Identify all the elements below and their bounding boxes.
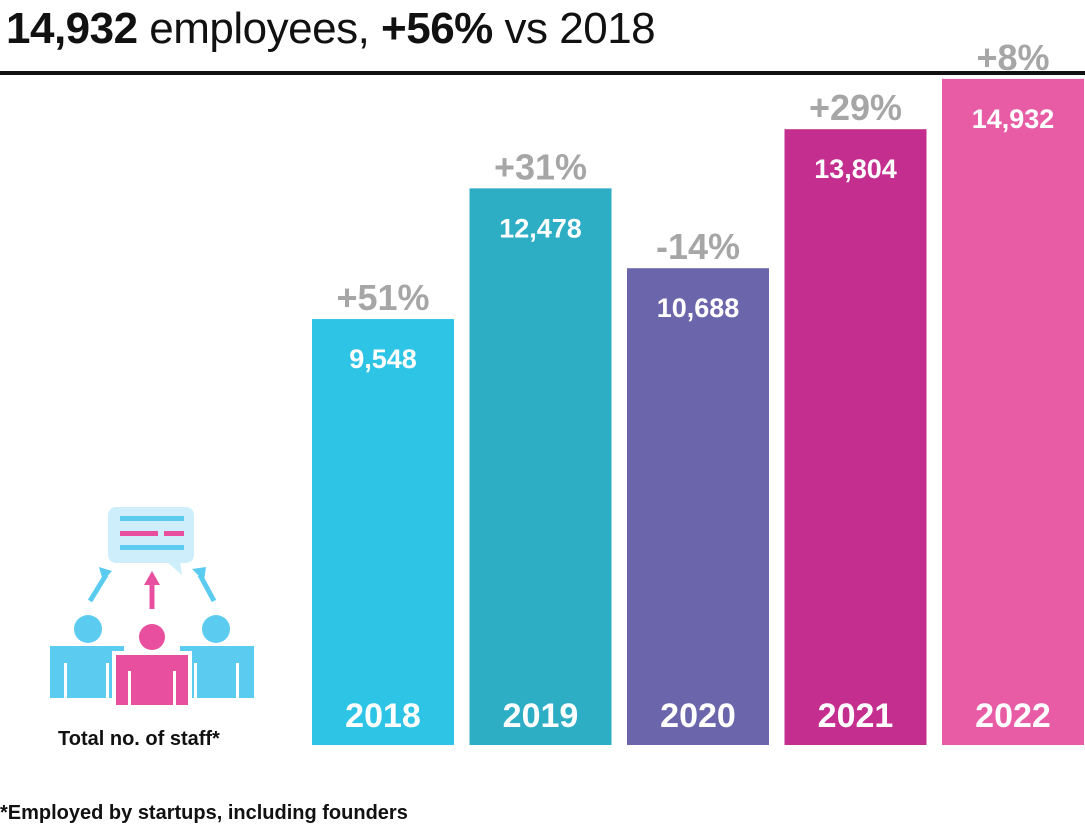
growth-label-2022: +8% [976,37,1049,78]
headline-growth: +56% [381,4,493,53]
headline-rule [0,71,1085,75]
category-label-2021: 2021 [818,697,894,735]
value-label-2020: 10,688 [657,293,740,323]
value-label-2022: 14,932 [972,104,1055,134]
category-label-2020: 2020 [660,697,736,735]
bar-2020 [627,268,769,745]
headline: 14,932 employees, +56% vs 2018 [6,2,656,56]
category-label-2019: 2019 [503,697,579,735]
category-label-2018: 2018 [345,697,421,735]
value-label-2019: 12,478 [499,213,582,243]
footnote: *Employed by startups, including founder… [0,802,408,824]
growth-label-2020: -14% [656,226,740,267]
category-label-2022: 2022 [975,697,1051,735]
bar-2019 [469,188,612,746]
bar-2021 [784,129,927,745]
growth-label-2021: +29% [809,87,902,128]
growth-label-2018: +51% [336,277,429,318]
bar-2022 [942,78,1084,746]
bar-2018 [312,319,454,745]
headline-count: 14,932 [6,4,138,53]
headline-text-1: employees, [137,4,382,53]
staff-group-icon [50,507,254,705]
value-label-2018: 9,548 [349,344,417,374]
value-label-2021: 13,804 [814,154,897,184]
headline-text-2: vs 2018 [492,4,656,53]
growth-label-2019: +31% [494,146,587,187]
staff-label: Total no. of staff* [58,728,220,750]
